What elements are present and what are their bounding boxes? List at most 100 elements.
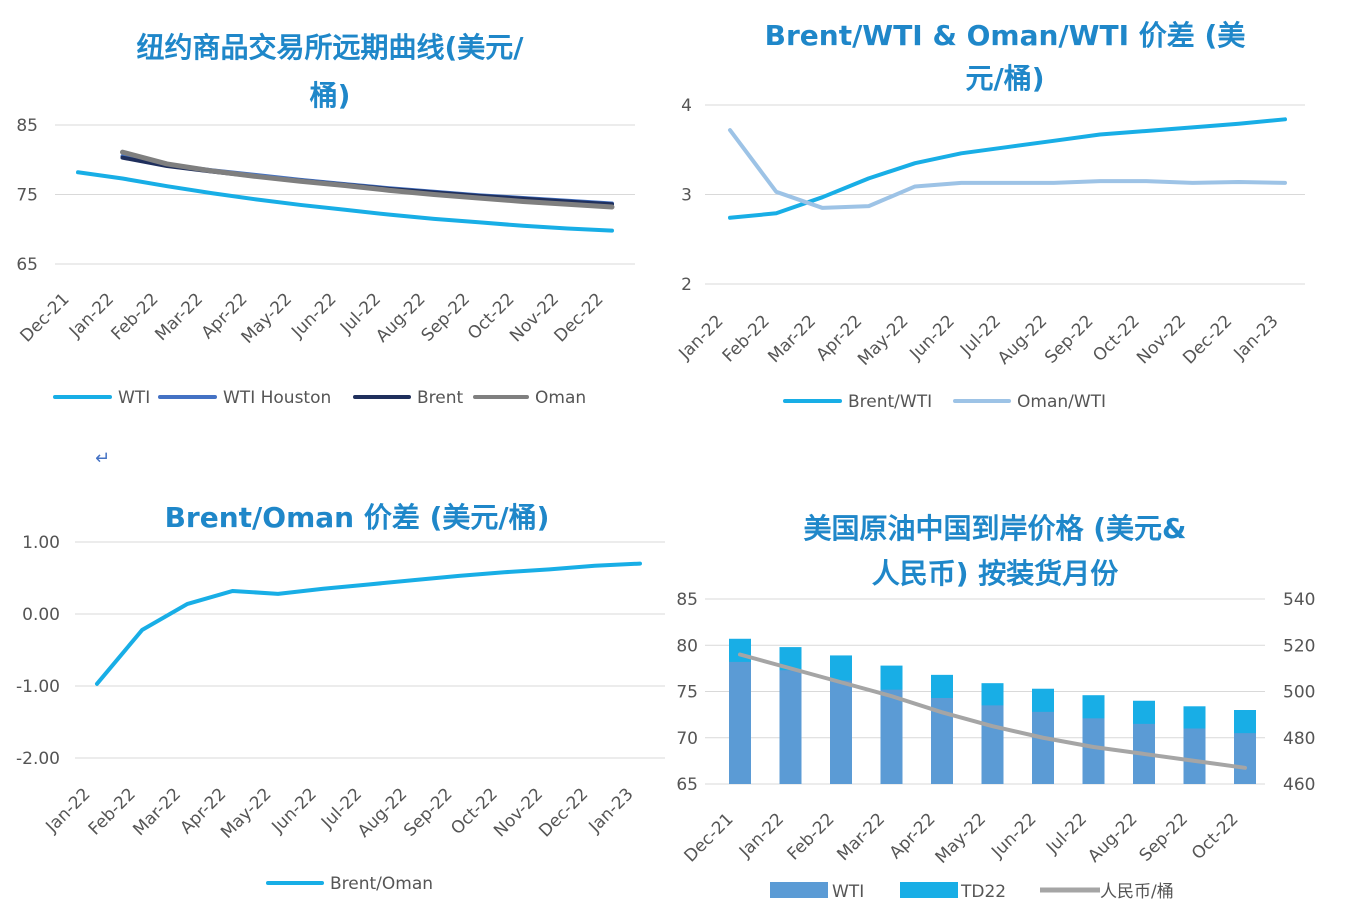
legend-label: Brent/WTI	[848, 392, 932, 412]
legend-label: WTI	[118, 388, 150, 408]
x-tick-label: Mar-22	[129, 784, 185, 840]
x-tick-label: May-22	[932, 809, 990, 867]
x-tick-label: Jun-22	[268, 784, 321, 837]
y2-tick-label: 520	[1283, 636, 1315, 656]
series-line-brent-oman	[95, 561, 642, 686]
bar-wti	[1183, 728, 1206, 784]
legend-label: WTI Houston	[223, 388, 331, 408]
series-line-oman	[120, 149, 615, 210]
x-tick-label: May-22	[854, 311, 912, 369]
x-tick-label: Aug-22	[372, 289, 429, 346]
bar-wti	[1234, 733, 1256, 784]
x-tick-label: Sep-22	[418, 289, 474, 345]
legend-label-wti: WTI	[832, 882, 864, 902]
x-tick-label: Sep-22	[400, 784, 456, 840]
legend-label: Oman	[535, 388, 586, 408]
x-tick-label: May-22	[238, 289, 296, 347]
x-tick-label: Nov-22	[1133, 311, 1190, 368]
y-tick-label: 65	[16, 255, 38, 275]
x-tick-label: Nov-22	[506, 289, 563, 346]
x-tick-label: Aug-22	[994, 311, 1051, 368]
chart-1: 纽约商品交易所远期曲线(美元/桶) 65 75 85 Dec-21Jan-22Feb-2…	[16, 31, 635, 408]
x-tick-label: Jan-22	[65, 289, 118, 342]
bar-wti	[981, 705, 1004, 784]
x-tick-label: May-22	[217, 784, 275, 842]
legend-swatch-wti	[770, 882, 828, 898]
x-tick-label: Mar-22	[151, 289, 207, 345]
x-tick-label: Jul-22	[1042, 809, 1091, 858]
x-tick-label: Jun-22	[287, 289, 340, 342]
series-line-brent-wti	[728, 117, 1287, 220]
legend-label: Brent/Oman	[330, 874, 433, 894]
bar-wti	[729, 661, 751, 784]
x-tick-label: Mar-22	[833, 809, 889, 865]
x-tick-label: Dec-22	[550, 289, 607, 346]
y-tick-label: 1.00	[22, 533, 60, 553]
x-tick-label: Feb-22	[85, 784, 140, 839]
x-tick-label: Dec-21	[16, 289, 73, 346]
y-tick-label: -1.00	[16, 677, 60, 697]
y-tick-label: 85	[16, 116, 38, 136]
bar-wti	[880, 689, 903, 784]
chart-3: Brent/Oman 价差 (美元/桶) -2.00 -1.00 0.00 1.00 Ja…	[16, 501, 665, 894]
bar-wti	[931, 697, 953, 784]
x-tick-label: Feb-22	[783, 809, 838, 864]
x-tick-label: Jan-22	[735, 809, 788, 862]
x-tick-label: Dec-22	[1179, 311, 1236, 368]
x-tick-label: Nov-22	[490, 784, 547, 841]
series-line-wti-houston	[120, 154, 614, 206]
return-mark: ↵	[95, 448, 111, 469]
x-tick-label: Apr-22	[886, 809, 940, 863]
y-tick-label: 75	[676, 683, 698, 703]
x-tick-label: Dec-22	[535, 784, 592, 841]
y-tick-label: 0.00	[22, 605, 60, 625]
legend-label-td22: TD22	[960, 882, 1006, 902]
x-tick-label: Feb-22	[719, 311, 774, 366]
y-tick-label: 65	[676, 775, 698, 795]
y-tick-label: -2.00	[16, 749, 60, 769]
x-tick-label: Jan-22	[675, 311, 728, 364]
legend-label: Brent	[417, 388, 464, 408]
x-tick-label: Jun-22	[987, 809, 1040, 862]
y-tick-label: 2	[681, 275, 692, 295]
x-tick-label: Dec-21	[680, 809, 737, 866]
y2-tick-label: 540	[1283, 590, 1315, 610]
chart-title: 美国原油中国到岸价格 (美元&	[804, 512, 1187, 545]
series-line-oman-wti	[728, 128, 1287, 210]
x-tick-label: Aug-22	[354, 784, 411, 841]
legend-label-rmb: 人民币/桶	[1100, 882, 1174, 902]
y-tick-label: 3	[681, 186, 692, 206]
x-tick-label: Jan-23	[585, 784, 638, 837]
y-tick-label: 85	[676, 590, 698, 610]
y-tick-label: 75	[16, 186, 38, 206]
chart-title: 纽约商品交易所远期曲线(美元/	[136, 31, 524, 64]
bar-wti	[779, 670, 802, 784]
x-tick-label: Aug-22	[1084, 809, 1141, 866]
x-tick-label: Jan-23	[1230, 311, 1283, 364]
legend-label: Oman/WTI	[1017, 392, 1106, 412]
chart-title: Brent/Oman 价差 (美元/桶)	[165, 501, 550, 534]
x-tick-label: Mar-22	[764, 311, 820, 367]
x-tick-label: Jan-22	[42, 784, 95, 837]
chart-4: 美国原油中国到岸价格 (美元&人民币) 按装货月份 65 70 75 80 85 460 48…	[676, 512, 1315, 902]
x-tick-label: Feb-22	[107, 289, 162, 344]
chart-title: 元/桶)	[965, 62, 1044, 95]
bar-wti	[1032, 711, 1054, 784]
y2-tick-label: 480	[1283, 729, 1315, 749]
x-tick-label: Jun-22	[906, 311, 959, 364]
chart-2: Brent/WTI & Oman/WTI 价差 (美元/桶) 2 3 4 Jan-22F…	[675, 19, 1305, 412]
chart-title: 桶)	[310, 79, 351, 112]
bar-wti	[1082, 718, 1105, 784]
series-line-wti	[76, 170, 614, 233]
legend-swatch-td22	[900, 882, 958, 898]
y-tick-label: 80	[676, 636, 698, 656]
y2-tick-label: 500	[1283, 683, 1315, 703]
x-tick-label: Sep-22	[1136, 809, 1192, 865]
x-tick-label: Oct-22	[1188, 809, 1243, 864]
y-tick-label: 4	[681, 96, 692, 116]
y2-tick-label: 460	[1283, 775, 1315, 795]
x-tick-label: Sep-22	[1041, 311, 1097, 367]
y-tick-label: 70	[676, 729, 698, 749]
chart-title: 人民币) 按装货月份	[872, 557, 1119, 590]
